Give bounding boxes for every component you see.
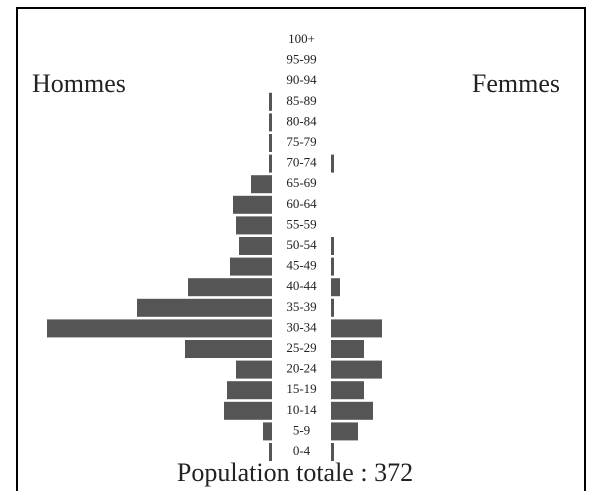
bar bbox=[331, 422, 358, 441]
bar bbox=[331, 298, 334, 317]
bar bbox=[269, 154, 272, 173]
bar bbox=[47, 319, 272, 338]
age-label: 20-24 bbox=[286, 361, 317, 376]
age-label: 45-49 bbox=[286, 258, 316, 273]
age-label: 85-89 bbox=[286, 93, 316, 108]
age-label: 15-19 bbox=[286, 381, 316, 396]
age-label: 0-4 bbox=[293, 443, 311, 458]
footer: Population totale : 372 bbox=[177, 458, 413, 487]
age-label: 65-69 bbox=[286, 175, 316, 190]
age-label: 60-64 bbox=[286, 196, 317, 211]
age-label: 90-94 bbox=[286, 72, 317, 87]
bar bbox=[331, 257, 334, 276]
bar bbox=[331, 278, 340, 297]
bar bbox=[236, 216, 272, 235]
left-label: Hommes bbox=[32, 69, 126, 98]
age-label: 70-74 bbox=[286, 155, 317, 170]
age-label: 30-34 bbox=[286, 319, 317, 334]
bar bbox=[331, 401, 373, 420]
bar bbox=[185, 340, 272, 358]
frame bbox=[16, 7, 586, 491]
bar bbox=[331, 237, 334, 255]
age-label: 35-39 bbox=[286, 299, 316, 314]
bar bbox=[269, 92, 272, 111]
age-label: 75-79 bbox=[286, 134, 316, 149]
age-label: 5-9 bbox=[293, 422, 310, 437]
bar bbox=[236, 360, 272, 379]
bar bbox=[331, 340, 364, 358]
bar bbox=[331, 443, 334, 461]
age-label: 80-84 bbox=[286, 113, 317, 128]
age-label: 95-99 bbox=[286, 52, 316, 67]
age-label: 25-29 bbox=[286, 340, 316, 355]
age-label: 55-59 bbox=[286, 216, 316, 231]
bar bbox=[239, 237, 272, 255]
right-label: Femmes bbox=[472, 69, 560, 98]
bar bbox=[233, 195, 272, 214]
bar bbox=[331, 154, 334, 173]
bar bbox=[331, 319, 382, 338]
bar bbox=[230, 257, 272, 276]
age-label: 10-14 bbox=[286, 402, 317, 417]
bar bbox=[269, 134, 272, 152]
bar bbox=[331, 360, 382, 379]
bar bbox=[263, 422, 272, 441]
bar bbox=[188, 278, 272, 297]
bar bbox=[269, 113, 272, 132]
age-label: 100+ bbox=[288, 31, 315, 46]
bar bbox=[269, 443, 272, 461]
bar bbox=[137, 298, 272, 317]
age-label: 50-54 bbox=[286, 237, 317, 252]
bar bbox=[251, 175, 272, 194]
bar bbox=[331, 381, 364, 400]
age-label: 40-44 bbox=[286, 278, 317, 293]
bar bbox=[224, 401, 272, 420]
bar bbox=[227, 381, 272, 400]
